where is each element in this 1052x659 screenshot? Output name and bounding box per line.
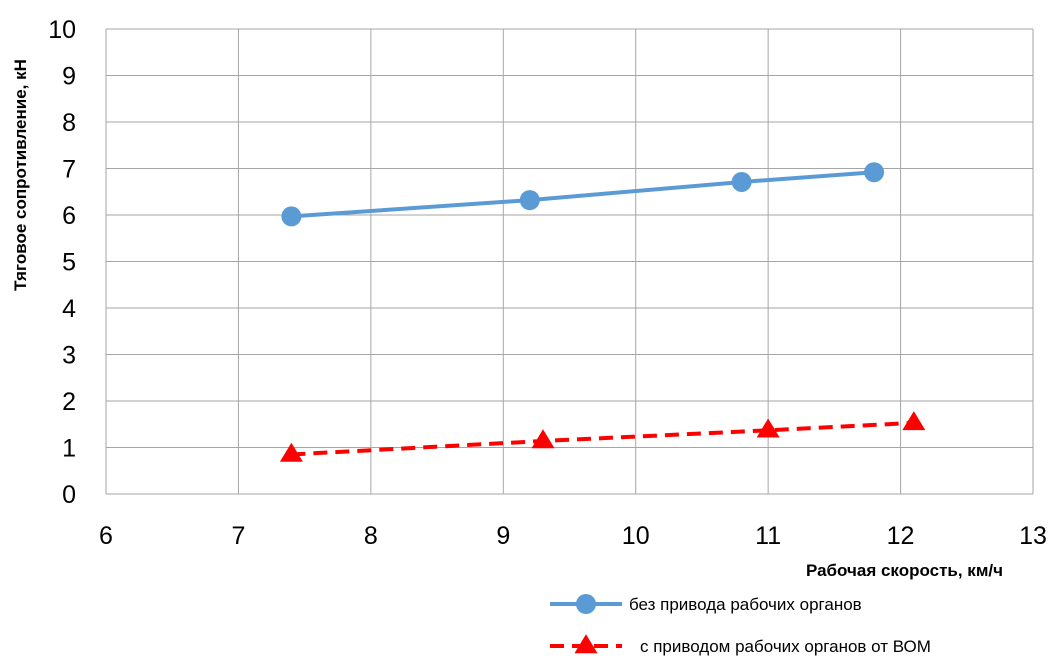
y-tick-label: 1 <box>62 435 76 463</box>
y-tick-label: 4 <box>62 295 76 323</box>
y-axis-title: Тяговое сопротивление, кН <box>11 59 30 291</box>
y-tick-label: 8 <box>62 109 76 137</box>
y-tick-label: 7 <box>62 156 76 184</box>
series-point <box>519 190 540 211</box>
legend-item: без привода рабочих органов <box>550 594 862 614</box>
x-tick-label: 11 <box>755 522 781 550</box>
series-point <box>281 206 302 227</box>
x-tick-label: 7 <box>231 522 245 550</box>
x-tick-label: 6 <box>99 522 113 550</box>
series-point <box>279 442 303 462</box>
series-line <box>291 170 875 219</box>
series-point <box>574 634 598 654</box>
series-point <box>531 429 555 449</box>
legend-label: без привода рабочих органов <box>629 595 862 614</box>
y-tick-label: 3 <box>62 342 76 370</box>
x-tick-label: 12 <box>887 522 915 550</box>
x-tick-label: 10 <box>622 522 650 550</box>
series-line <box>291 420 914 457</box>
series-point <box>576 594 596 614</box>
y-tick-label: 9 <box>62 63 76 91</box>
y-tick-label: 2 <box>62 388 76 416</box>
legend-item: с приводом рабочих органов от ВОМ <box>550 634 931 656</box>
x-axis-title: Рабочая скорость, км/ч <box>806 561 1003 580</box>
y-tick-label: 0 <box>62 481 76 509</box>
series-layer <box>279 162 926 462</box>
y-tick-label: 10 <box>48 16 76 44</box>
series-point <box>864 162 885 183</box>
series-1 <box>281 162 885 227</box>
x-axis-ticks: 6 7 8 9 10 11 12 13 <box>99 522 1047 550</box>
y-tick-label: 5 <box>62 249 76 277</box>
x-tick-label: 8 <box>364 522 378 550</box>
legend-label: с приводом рабочих органов от ВОМ <box>640 637 931 656</box>
x-tick-label: 13 <box>1019 522 1047 550</box>
series-point <box>731 171 752 192</box>
legend: без привода рабочих органов с приводом ра… <box>550 594 931 656</box>
x-tick-label: 9 <box>496 522 510 550</box>
y-tick-label: 6 <box>62 202 76 230</box>
y-axis-ticks: 0 1 2 3 4 5 6 7 8 9 10 <box>48 16 76 509</box>
series-point <box>902 411 926 431</box>
series-point <box>756 418 780 438</box>
grid <box>105 28 1034 495</box>
series-2 <box>279 411 926 462</box>
